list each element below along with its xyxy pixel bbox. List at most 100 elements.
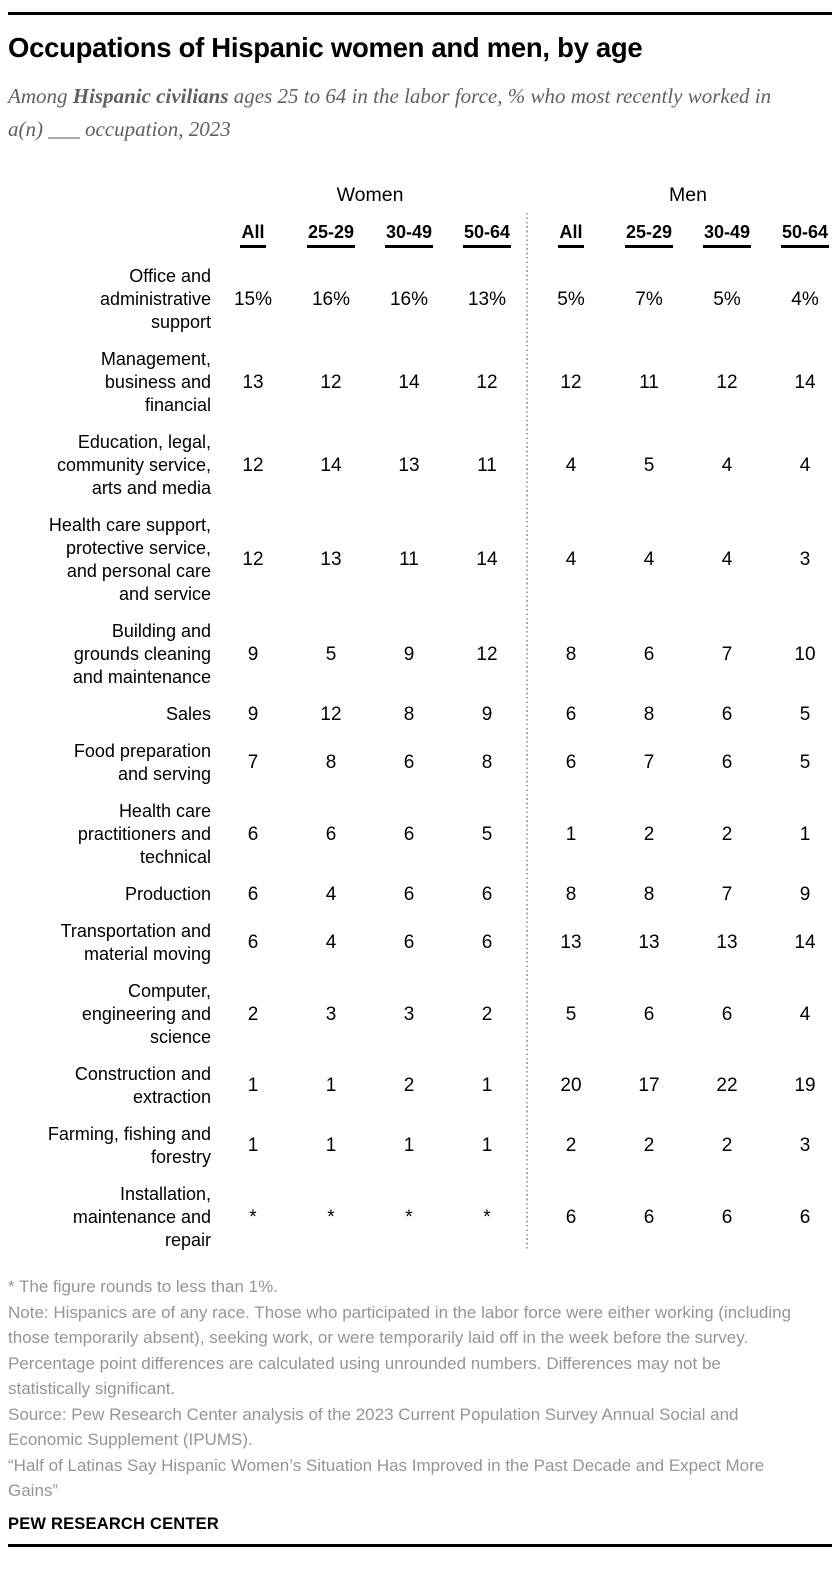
- value-cell: 1: [325, 1075, 337, 1096]
- table-row: Office and administrative support 15% 16% 1…: [8, 258, 832, 341]
- table-row: Food preparation and serving 7 8 6 8 6 7 6 5: [8, 733, 832, 793]
- table-row: Health care practitioners and technical 6…: [8, 793, 832, 876]
- value-cell: 5: [565, 1003, 577, 1025]
- value-cell: 5: [799, 703, 811, 725]
- value-cell: 6: [799, 1206, 811, 1228]
- value-cell: 4%: [791, 288, 819, 310]
- value-cell: 2: [643, 1135, 655, 1156]
- value-cell: 13: [398, 454, 420, 476]
- value-cell: 5: [643, 454, 655, 476]
- methodology-note: Note: Hispanics are of any race. Those w…: [8, 1302, 792, 1399]
- value-cell: 6: [403, 823, 415, 845]
- value-cell: 6: [247, 823, 259, 845]
- value-cell: 2: [721, 1135, 733, 1156]
- subtitle: Among Hispanic civilians ages 25 to 64 i…: [8, 80, 780, 146]
- table-body: Office and administrative support 15% 16% 1…: [8, 258, 832, 1259]
- row-label: Construction and extraction: [74, 1064, 211, 1107]
- value-cell: 13%: [467, 288, 507, 310]
- table-row: Farming, fishing and forestry 1 1 1 1 2 2 2 3: [8, 1116, 832, 1176]
- value-cell: 6: [403, 883, 415, 905]
- table-row: Sales 9 12 8 9 6 8 6 5: [8, 696, 832, 733]
- value-cell: 12: [560, 371, 582, 393]
- table-row: Building and grounds cleaning and mainte…: [8, 613, 832, 696]
- value-cell: 6: [247, 883, 259, 905]
- row-label: Building and grounds cleaning and mainte…: [72, 621, 211, 687]
- table-row: Health care support, protective service,…: [8, 507, 832, 613]
- value-cell: 13: [638, 932, 660, 953]
- value-cell: 2: [643, 823, 655, 845]
- value-cell: 4: [721, 454, 733, 476]
- brand-wordmark: PEW RESEARCH CENTER: [8, 1514, 219, 1533]
- asterisk-note: * The figure rounds to less than 1%.: [8, 1277, 278, 1296]
- value-cell: 12: [320, 703, 342, 725]
- value-cell: 4: [565, 549, 577, 570]
- value-cell: 12: [476, 643, 498, 665]
- group-header-row: Women Men: [8, 184, 832, 214]
- row-label: Health care support, protective service,…: [48, 515, 211, 604]
- value-cell: 13: [320, 549, 342, 570]
- value-cell: 6: [481, 932, 493, 953]
- value-cell: 2: [247, 1003, 259, 1025]
- value-cell: 6: [325, 823, 337, 845]
- row-label: Computer, engineering and science: [81, 981, 211, 1047]
- value-cell: 17: [638, 1075, 660, 1096]
- value-cell: 2: [403, 1075, 415, 1096]
- value-cell: 7: [247, 752, 259, 773]
- value-cell: 9: [799, 883, 811, 905]
- table-row: Production 6 4 6 6 8 8 7 9: [8, 876, 832, 913]
- value-cell: 4: [721, 549, 733, 570]
- value-cell: 6: [565, 703, 577, 725]
- table-row: Construction and extraction 1 1 2 1 20 17 22 19: [8, 1056, 832, 1116]
- value-cell: 14: [398, 371, 420, 393]
- col-header-women-all: All: [214, 222, 292, 248]
- col-header-women-50-64: 50-64: [448, 222, 526, 248]
- value-cell: 5: [799, 752, 811, 773]
- col-header-men-30-49: 30-49: [682, 222, 760, 248]
- value-cell: 9: [403, 643, 415, 665]
- value-cell: 16%: [311, 288, 351, 310]
- value-cell: 12: [242, 549, 264, 570]
- value-cell: 2: [565, 1135, 577, 1156]
- bottom-rule: [8, 1544, 832, 1547]
- value-cell: 9: [247, 643, 259, 665]
- value-cell: 12: [716, 371, 738, 393]
- value-cell: 6: [565, 752, 577, 773]
- value-cell: 8: [325, 752, 337, 773]
- value-cell: 7: [721, 643, 733, 665]
- group-header-men: Men: [669, 184, 707, 206]
- page-title: Occupations of Hispanic women and men, b…: [8, 32, 643, 63]
- value-cell: 1: [565, 823, 577, 845]
- value-cell: 8: [403, 703, 415, 725]
- col-header-men-all: All: [526, 222, 604, 248]
- subtitle-prefix: Among: [8, 84, 73, 108]
- value-cell: 14: [794, 932, 816, 953]
- value-cell: 10: [794, 643, 816, 665]
- value-cell: 4: [799, 1003, 811, 1025]
- value-cell: 13: [716, 932, 738, 953]
- top-rule: [8, 12, 832, 15]
- value-cell: 15%: [233, 288, 273, 310]
- value-cell: *: [405, 1206, 413, 1228]
- value-cell: 11: [477, 454, 497, 476]
- value-cell: 9: [481, 703, 493, 725]
- value-cell: 1: [799, 823, 811, 845]
- subtitle-bold-phrase: Hispanic civilians: [72, 84, 229, 108]
- value-cell: *: [483, 1206, 491, 1228]
- value-cell: 1: [481, 1075, 493, 1096]
- value-cell: 16%: [389, 288, 429, 310]
- footnotes: * The figure rounds to less than 1%. Not…: [8, 1274, 798, 1504]
- report-title-quote: “Half of Latinas Say Hispanic Women’s Si…: [8, 1455, 765, 1501]
- value-cell: 5%: [713, 288, 741, 310]
- value-cell: 6: [403, 932, 415, 953]
- value-cell: 8: [643, 703, 655, 725]
- value-cell: 11: [639, 371, 659, 393]
- value-cell: 5: [481, 823, 493, 845]
- value-cell: 3: [325, 1003, 337, 1025]
- value-cell: 6: [565, 1206, 577, 1228]
- value-cell: 8: [565, 883, 577, 905]
- value-cell: 6: [403, 752, 415, 773]
- value-cell: 14: [794, 371, 816, 393]
- row-label: Production: [124, 884, 211, 904]
- value-cell: 5: [325, 643, 337, 665]
- row-label: Installation, maintenance and repair: [72, 1184, 211, 1250]
